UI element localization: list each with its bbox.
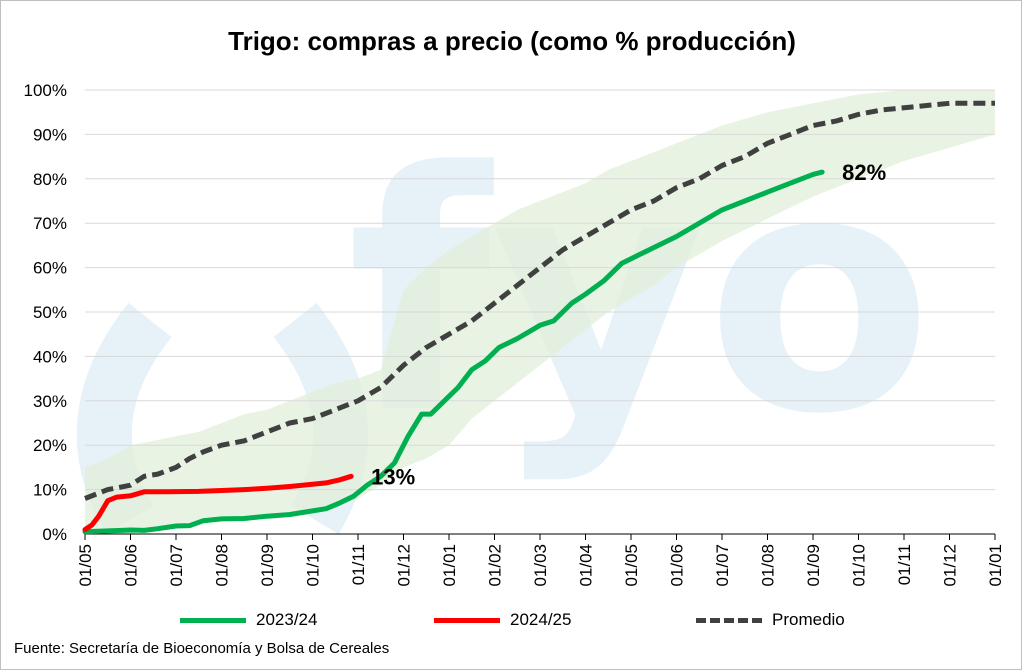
y-tick-label: 20% xyxy=(33,436,67,455)
y-tick-label: 60% xyxy=(33,259,67,278)
y-tick-label: 50% xyxy=(33,303,67,322)
x-tick-label: 01/02 xyxy=(486,544,505,587)
x-tick-label: 01/10 xyxy=(304,544,323,587)
x-tick-label: 01/06 xyxy=(668,544,687,587)
x-tick-label: 01/09 xyxy=(258,544,277,587)
y-tick-label: 30% xyxy=(33,392,67,411)
x-tick-label: 01/12 xyxy=(395,544,414,587)
x-tick-label: 01/01 xyxy=(440,544,459,587)
x-tick-label: 01/05 xyxy=(622,544,641,587)
legend-swatch-promedio xyxy=(696,617,762,623)
legend-swatch-2024-25 xyxy=(434,617,500,623)
y-tick-label: 90% xyxy=(33,125,67,144)
x-tick-label: 01/08 xyxy=(759,544,778,587)
legend-label-promedio: Promedio xyxy=(772,610,845,629)
x-tick-label: 01/11 xyxy=(349,544,368,585)
x-tick-label: 01/01 xyxy=(986,544,1005,587)
x-tick-label: 01/09 xyxy=(804,544,823,587)
series-line-promedio xyxy=(84,100,995,501)
x-tick-label: 01/10 xyxy=(850,544,869,587)
legend-swatch-2023-24 xyxy=(180,617,246,623)
legend-item-2023-24: 2023/24 xyxy=(180,606,317,634)
x-tick-label: 01/05 xyxy=(76,544,95,587)
chart-title: Trigo: compras a precio (como % producci… xyxy=(228,26,796,56)
x-tick-label: 01/06 xyxy=(122,544,141,587)
y-tick-label: 40% xyxy=(33,347,67,366)
series-line-2024-25 xyxy=(82,473,354,533)
y-tick-label: 0% xyxy=(42,525,67,544)
x-tick-label: 01/04 xyxy=(577,544,596,587)
data-label-end: 13% xyxy=(371,464,415,489)
legend: 2023/24 2024/25 Promedio xyxy=(180,606,880,634)
legend-label-2023-24: 2023/24 xyxy=(256,610,318,629)
y-tick-label: 100% xyxy=(24,81,67,100)
y-tick-label: 80% xyxy=(33,170,67,189)
legend-item-2024-25: 2024/25 xyxy=(434,606,571,634)
data-label-end: 82% xyxy=(842,160,886,185)
y-tick-label: 70% xyxy=(33,214,67,233)
x-tick-label: 01/11 xyxy=(895,544,914,585)
x-tick-label: 01/07 xyxy=(167,544,186,587)
y-tick-label: 10% xyxy=(33,481,67,500)
series-line-2023-24 xyxy=(82,169,825,535)
legend-item-promedio: Promedio xyxy=(696,606,845,634)
x-tick-label: 01/12 xyxy=(941,544,960,587)
source-note: Fuente: Secretaría de Bioeconomía y Bols… xyxy=(14,640,390,657)
x-tick-label: 01/03 xyxy=(531,544,550,587)
x-tick-label: 01/07 xyxy=(713,544,732,587)
x-tick-label: 01/08 xyxy=(213,544,232,587)
legend-label-2024-25: 2024/25 xyxy=(510,610,572,629)
